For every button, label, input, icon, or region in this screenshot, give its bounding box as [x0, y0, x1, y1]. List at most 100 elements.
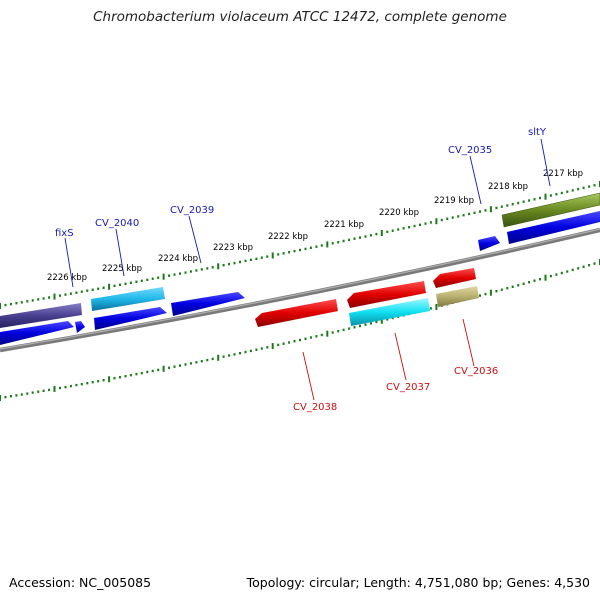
inner-minor-tick — [15, 394, 18, 397]
outer-minor-tick — [386, 230, 389, 233]
outer-minor-tick — [451, 216, 454, 219]
inner-minor-tick — [309, 336, 312, 339]
inner-minor-tick — [86, 382, 89, 385]
outer-minor-tick — [200, 268, 203, 271]
outer-minor-tick — [353, 237, 356, 240]
inner-minor-tick — [249, 349, 252, 353]
outer-minor-tick — [37, 298, 40, 301]
tick-label-2222: 2222 kbp — [268, 232, 308, 242]
inner-minor-tick — [293, 340, 296, 343]
outer-minor-tick — [20, 301, 23, 304]
outer-major-tick — [326, 241, 329, 248]
outer-minor-tick — [260, 256, 263, 259]
outer-minor-tick — [124, 282, 127, 285]
tick-label-2226: 2226 kbp — [47, 273, 87, 283]
gene-red-right[interactable] — [433, 268, 476, 288]
outer-minor-tick — [309, 246, 312, 249]
gene-CV_2040[interactable] — [91, 287, 165, 311]
outer-minor-tick — [359, 236, 361, 239]
outer-minor-tick — [419, 223, 421, 226]
outer-minor-tick — [566, 190, 569, 193]
outer-minor-tick — [26, 300, 29, 303]
outer-minor-tick — [249, 258, 252, 261]
outer-minor-tick — [571, 189, 574, 192]
tick-label-2225: 2225 kbp — [102, 264, 142, 274]
outer-minor-tick — [413, 224, 416, 228]
gene-CV_2038[interactable] — [255, 299, 338, 327]
gene-cds-blue-left[interactable] — [0, 321, 74, 345]
outer-minor-tick — [239, 260, 241, 264]
inner-minor-tick — [282, 342, 285, 345]
inner-major-tick — [53, 385, 56, 392]
gene-fixS[interactable] — [75, 321, 85, 333]
outer-minor-tick — [337, 241, 340, 244]
gene-cds-blue-mid[interactable] — [94, 307, 167, 330]
gene-CV_2037[interactable] — [349, 298, 430, 326]
inner-minor-tick — [31, 391, 34, 394]
inner-minor-tick — [124, 375, 127, 378]
inner-minor-tick — [277, 343, 280, 347]
inner-minor-tick — [566, 270, 569, 273]
inner-minor-tick — [593, 262, 596, 265]
inner-minor-tick — [189, 362, 192, 365]
inner-minor-tick — [211, 357, 214, 361]
outer-minor-tick — [549, 194, 552, 197]
outer-minor-tick — [184, 271, 187, 274]
gene-cds-blue-right[interactable] — [507, 211, 600, 244]
gene-navy-left[interactable] — [0, 303, 82, 328]
inner-minor-tick — [244, 350, 247, 354]
outer-major-tick — [0, 303, 1, 309]
inner-major-tick — [0, 395, 1, 401]
tick-label-2217: 2217 kbp — [543, 169, 583, 179]
gene-label-CV_2036: CV_2036 — [454, 366, 498, 377]
genome-summary: Topology: circular; Length: 4,751,080 bp… — [246, 575, 590, 590]
inner-minor-tick — [37, 390, 40, 393]
inner-minor-tick — [119, 376, 121, 379]
outer-minor-tick — [233, 261, 236, 265]
inner-minor-tick — [506, 287, 509, 290]
outer-minor-tick — [468, 212, 471, 216]
outer-major-tick — [53, 293, 56, 300]
outer-minor-tick — [91, 288, 94, 291]
inner-minor-tick — [364, 323, 367, 326]
tick-label-2219: 2219 kbp — [434, 196, 474, 206]
outer-minor-tick — [86, 289, 89, 292]
outer-minor-tick — [539, 196, 541, 200]
outer-minor-tick — [369, 234, 372, 237]
inner-minor-tick — [549, 274, 552, 278]
outer-minor-tick — [500, 205, 503, 208]
inner-minor-tick — [386, 318, 389, 321]
outer-minor-tick — [282, 252, 285, 255]
outer-minor-tick — [473, 211, 476, 214]
inner-minor-tick — [9, 395, 12, 398]
outer-minor-tick — [408, 226, 411, 229]
outer-minor-tick — [320, 244, 323, 247]
inner-major-tick — [489, 289, 492, 296]
inner-minor-tick — [533, 279, 536, 282]
outer-minor-tick — [135, 280, 138, 283]
gene-red-mid[interactable] — [347, 281, 426, 308]
outer-minor-tick — [517, 201, 520, 205]
inner-minor-tick — [342, 328, 345, 332]
outer-minor-tick — [331, 242, 334, 245]
outer-minor-tick — [560, 191, 563, 195]
outer-minor-tick — [206, 267, 209, 270]
inner-major-tick — [435, 304, 438, 310]
outer-minor-tick — [97, 287, 100, 290]
inner-minor-tick — [511, 285, 514, 288]
inner-minor-tick — [173, 365, 176, 368]
inner-minor-tick — [168, 366, 171, 369]
outer-minor-tick — [151, 277, 154, 280]
inner-minor-tick — [97, 380, 100, 383]
outer-major-tick — [271, 252, 274, 259]
inner-minor-tick — [304, 337, 307, 340]
gene-CV_2036[interactable] — [436, 286, 479, 307]
outer-minor-tick — [391, 229, 394, 232]
gene-CV_2035[interactable] — [478, 236, 500, 251]
gene-CV_2039[interactable] — [171, 292, 245, 316]
gene-sltY[interactable] — [501, 192, 600, 228]
outer-minor-tick — [168, 274, 171, 277]
outer-minor-tick — [397, 228, 400, 231]
tick-label-2218: 2218 kbp — [488, 182, 528, 192]
outer-minor-tick — [533, 198, 536, 201]
